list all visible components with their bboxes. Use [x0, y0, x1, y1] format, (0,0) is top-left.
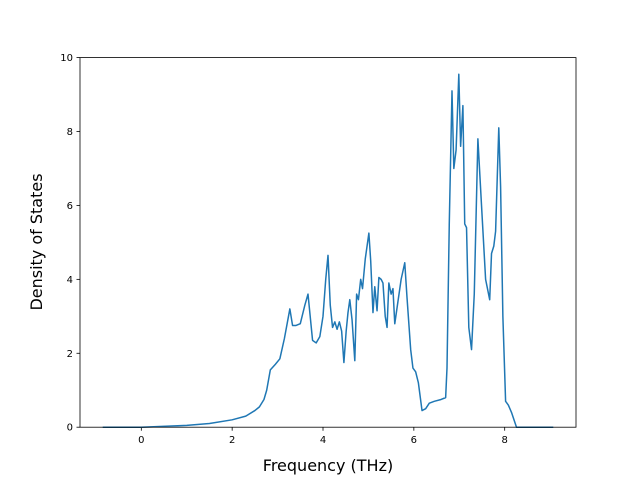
y-tick-label: 8 [67, 127, 73, 138]
x-tick-label: 8 [502, 435, 508, 446]
y-tick-label: 2 [67, 349, 73, 360]
plot-frame [79, 57, 577, 428]
x-tick-label: 0 [138, 435, 144, 446]
y-tick-label: 0 [67, 423, 73, 434]
y-tick-label: 10 [60, 53, 73, 64]
y-tick-label: 6 [67, 201, 73, 212]
y-axis-label: Density of States [27, 173, 46, 310]
x-axis-label: Frequency (THz) [263, 456, 393, 475]
y-tick-label: 4 [67, 275, 73, 286]
line [102, 73, 554, 428]
x-tick-label: 2 [229, 435, 235, 446]
x-tick-label: 6 [411, 435, 417, 446]
x-tick-label: 4 [320, 435, 326, 446]
